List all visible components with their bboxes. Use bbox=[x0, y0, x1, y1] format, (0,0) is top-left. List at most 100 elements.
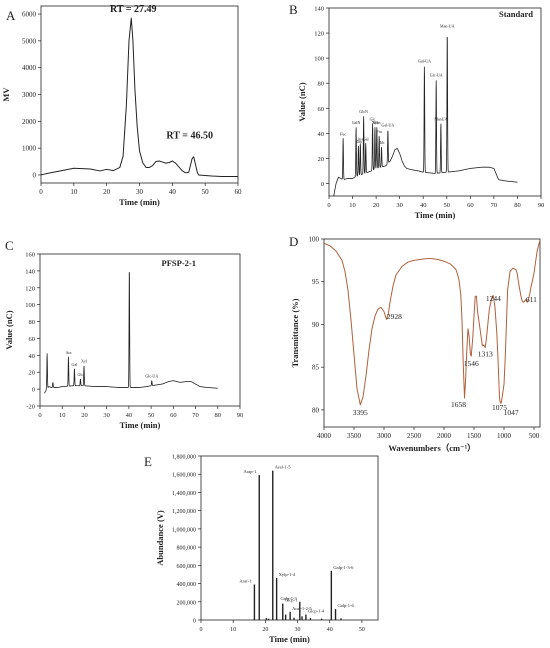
x-axis-label: Time (min) bbox=[120, 420, 161, 430]
peak-label: 1658 bbox=[451, 400, 466, 409]
y-tick-label: 120 bbox=[25, 285, 35, 292]
x-tick-label: 20 bbox=[373, 202, 380, 209]
y-axis-label: MV bbox=[1, 87, 11, 102]
x-tick-label: 30 bbox=[396, 202, 403, 209]
peak-label: Glc-UA bbox=[145, 374, 158, 379]
panel-a: 0 10 20 30 40 50 60 0 1000 2000 3000 4000 5000 6000 Ti… bbox=[1, 4, 242, 207]
y-axis-label: Value (nC) bbox=[297, 82, 307, 121]
panel-b: 0 10 20 30 40 50 60 70 80 90 0 20 40 60 80 100 120 140 Tim… bbox=[297, 6, 544, 221]
annotation-label: RT = 46.50 bbox=[166, 131, 213, 142]
y-tick-label: 120 bbox=[314, 31, 324, 38]
peak-label: GalN bbox=[352, 120, 361, 125]
x-tick-label: 3500 bbox=[347, 432, 362, 440]
x-tick-label: 0 bbox=[327, 202, 330, 209]
peak-label: Rha bbox=[355, 139, 362, 144]
peak-label: ManUA bbox=[434, 116, 447, 121]
y-tick-label: 100 bbox=[309, 236, 320, 244]
peak-label: Fuc bbox=[340, 131, 346, 136]
peak-label: Xyl bbox=[372, 120, 379, 125]
peak-label: Gal bbox=[72, 362, 79, 367]
peak-label: Araf-1-2-5 bbox=[292, 606, 312, 611]
peak-label: 2928 bbox=[387, 312, 402, 321]
y-tick-label: 80 bbox=[312, 406, 320, 414]
peak-label: 3395 bbox=[353, 408, 368, 417]
y-tick-label: 60 bbox=[29, 336, 36, 343]
annotation-label: RT = 27.49 bbox=[110, 4, 157, 15]
y-axis-label: Abundance (V) bbox=[155, 510, 165, 566]
x-tick-label: 70 bbox=[491, 202, 498, 209]
panel-letter: E bbox=[144, 454, 152, 469]
peak-label: Ara bbox=[357, 136, 363, 141]
peak-label: Galp-1-3-6 bbox=[333, 565, 354, 570]
x-tick-label: 3000 bbox=[377, 432, 392, 440]
x-tick-label: 10 bbox=[349, 202, 356, 209]
y-tick-label: 4000 bbox=[22, 64, 37, 72]
x-tick-label: 40 bbox=[327, 627, 333, 633]
plot-frame bbox=[323, 238, 541, 428]
y-tick-label: 400,000 bbox=[177, 582, 197, 588]
y-tick-label: 140 bbox=[314, 6, 324, 13]
y-tick-label: 200,000 bbox=[177, 600, 197, 606]
y-tick-label: 60 bbox=[318, 106, 325, 113]
x-tick-label: 50 bbox=[359, 627, 365, 633]
x-tick-label: 60 bbox=[467, 202, 474, 209]
y-tick-label: 20 bbox=[318, 156, 325, 163]
peak-label: Glc bbox=[370, 116, 376, 121]
y-tick-label: 85 bbox=[312, 364, 320, 372]
y-tick-label: 2000 bbox=[22, 118, 37, 126]
peak-label: Glcp-1-4 bbox=[308, 609, 325, 614]
peak-label: Glc-UA bbox=[430, 72, 443, 77]
y-tick-label: 600,000 bbox=[177, 564, 197, 570]
y-tick-label: 1000 bbox=[22, 145, 37, 153]
peak-label: 611 bbox=[526, 295, 537, 304]
peak-label: Galp-1-3 bbox=[281, 596, 298, 601]
panel-title: Standard bbox=[499, 9, 533, 19]
x-tick-label: 60 bbox=[235, 188, 243, 196]
peak-label: Glc bbox=[78, 372, 84, 377]
peak-label: 1047 bbox=[504, 408, 519, 417]
peak-label: 1244 bbox=[486, 294, 501, 303]
y-tick-label: 6000 bbox=[22, 11, 37, 19]
x-tick-label: 1000 bbox=[497, 432, 512, 440]
y-tick-label: 0 bbox=[321, 181, 324, 188]
peak-label: Xyl bbox=[81, 358, 88, 363]
y-tick-label: 0 bbox=[33, 171, 37, 179]
peak-label: Arap-1 bbox=[243, 469, 256, 474]
y-tick-label: 90 bbox=[312, 321, 320, 329]
x-tick-label: 30 bbox=[136, 188, 144, 196]
y-tick-label: 80 bbox=[318, 81, 325, 88]
x-tick-label: 10 bbox=[230, 627, 236, 633]
x-axis-label: Time (min) bbox=[119, 197, 160, 207]
x-tick-label: 80 bbox=[215, 412, 222, 419]
peak-label: 1075 bbox=[492, 403, 507, 412]
x-tick-label: 2000 bbox=[437, 432, 452, 440]
x-tick-label: 30 bbox=[103, 412, 110, 419]
peak-label: Gul-UA bbox=[418, 59, 431, 64]
y-tick-label: 1,200,000 bbox=[172, 509, 196, 515]
x-tick-label: 90 bbox=[237, 412, 244, 419]
peak-label: Galp-1-6 bbox=[338, 603, 355, 608]
x-tick-label: 2500 bbox=[407, 432, 422, 440]
y-tick-label: 40 bbox=[318, 131, 325, 138]
x-tick-label: 70 bbox=[192, 412, 199, 419]
x-tick-label: 0 bbox=[200, 627, 203, 633]
peak-label: Xylp-1-4 bbox=[279, 572, 296, 577]
y-tick-label: 3000 bbox=[22, 91, 37, 99]
peak-label: Ara bbox=[65, 350, 71, 355]
panel-letter: D bbox=[289, 234, 298, 249]
panel-letter: C bbox=[5, 238, 14, 253]
y-tick-label: 40 bbox=[29, 353, 36, 360]
panel-letter: B bbox=[289, 2, 298, 17]
chromatogram-line bbox=[44, 272, 219, 394]
y-tick-label: 1,800,000 bbox=[172, 455, 196, 461]
y-tick-label: 1,400,000 bbox=[172, 491, 196, 497]
y-tick-label: 800,000 bbox=[177, 546, 197, 552]
x-tick-label: 20 bbox=[103, 188, 111, 196]
y-tick-label: 95 bbox=[312, 278, 320, 286]
x-tick-label: 10 bbox=[59, 412, 66, 419]
x-tick-label: 10 bbox=[70, 188, 78, 196]
y-tick-label: -20 bbox=[26, 404, 35, 411]
x-tick-label: 0 bbox=[38, 412, 41, 419]
x-tick-label: 80 bbox=[514, 202, 521, 209]
